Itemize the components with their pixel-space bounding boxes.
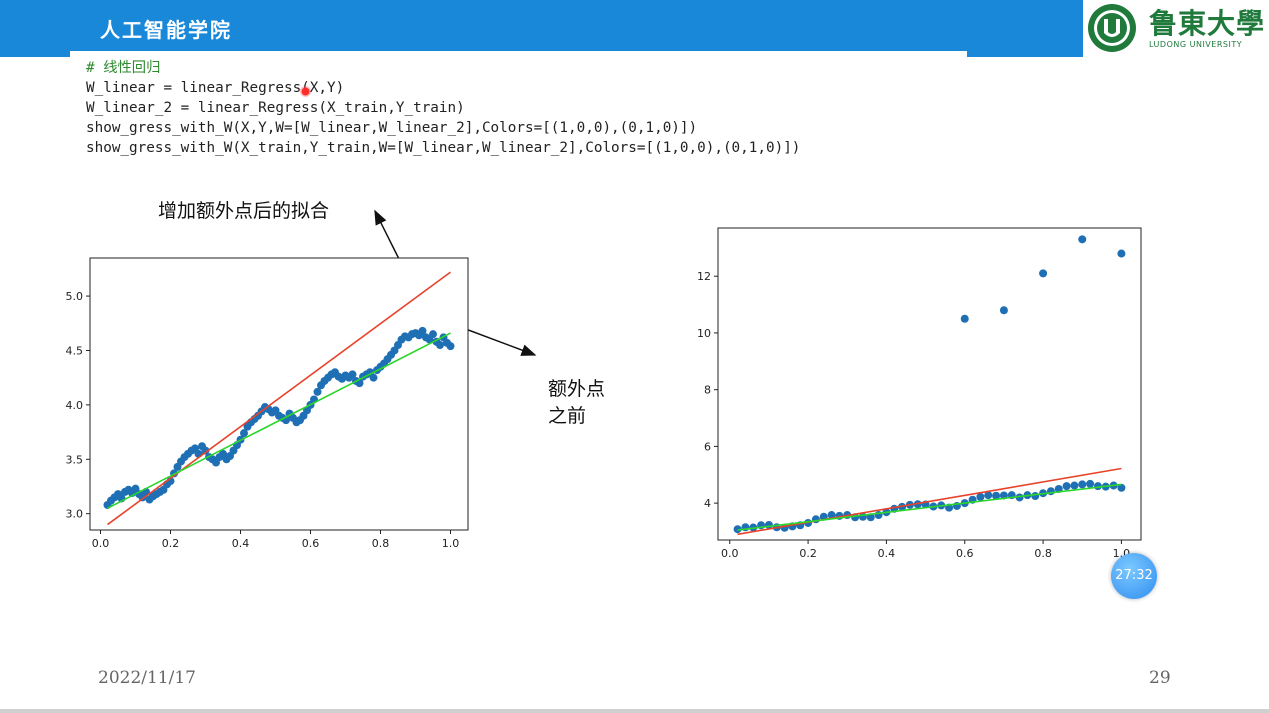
university-name: 鲁東大學 (1149, 7, 1266, 40)
fit-line (107, 271, 451, 526)
scatter-point (866, 513, 875, 522)
y-tick-label: 4 (704, 497, 711, 510)
header-title: 人工智能学院 (100, 18, 232, 42)
annotation-before-line2: 之前 (548, 405, 587, 427)
annotation-before: 额外点 之前 (548, 374, 605, 428)
scatter-point (446, 342, 455, 351)
x-tick-label: 1.0 (442, 537, 460, 550)
x-tick-label: 0.8 (1034, 547, 1052, 560)
university-name-english: LUDONG UNIVERSITY (1149, 40, 1243, 49)
fit-line (107, 332, 451, 509)
scatter-point (1086, 479, 1095, 488)
x-tick-label: 0.2 (799, 547, 817, 560)
chart-left: 0.0 0.2 0.4 0.6 0.8 1.0 3.0 3.5 4.0 4.5 5.0 (66, 257, 469, 550)
scatter-point (201, 446, 210, 455)
fit-line (737, 483, 1122, 531)
annotation-after: 增加额外点后的拟合 (158, 200, 330, 222)
scatter-point (913, 500, 922, 509)
header-divider (70, 51, 967, 58)
x-tick-label: 0.6 (302, 537, 320, 550)
scatter-point (1117, 249, 1126, 258)
x-tick-label: 0.2 (162, 537, 180, 550)
scatter-point (1070, 481, 1079, 490)
scatter-point (1062, 482, 1071, 491)
university-seal-icon (1088, 4, 1136, 52)
scatter-point (1039, 269, 1048, 278)
scatter-point (1117, 483, 1126, 492)
y-tick-label: 3.0 (66, 508, 84, 521)
scatter-point (1078, 480, 1087, 489)
code-line-comment: # 线性回归 (86, 60, 161, 76)
scatter-point (1031, 492, 1040, 501)
scatter-point (313, 387, 322, 396)
scatter-point (984, 491, 993, 500)
scatter-point (733, 525, 742, 534)
y-tick-label: 10 (697, 327, 711, 340)
scatter-point (999, 306, 1008, 315)
scatter-point (418, 326, 427, 335)
code-block: # 线性回归 W_linear = linear_Regress(X,Y) W_li… (86, 58, 800, 158)
code-line: W_linear = linear_Regress(X,Y) (86, 80, 345, 96)
scatter-point (1046, 487, 1055, 496)
y-tick-label: 5.0 (66, 290, 84, 303)
scatter-point (976, 492, 985, 501)
recording-timer[interactable]: 27:32 (1111, 553, 1157, 599)
y-tick-label: 12 (697, 270, 711, 283)
code-line: W_linear_2 = linear_Regress(X_train,Y_tr… (86, 100, 465, 116)
code-line: show_gress_with_W(X,Y,W=[W_linear,W_line… (86, 120, 698, 136)
scatter-point (348, 370, 357, 379)
annotation-before-line1: 额外点 (548, 378, 606, 400)
y-tick-label: 4.0 (66, 399, 84, 412)
slide-date: 2022/11/17 (98, 668, 196, 688)
x-tick-label: 0.6 (956, 547, 974, 560)
scatter-point (436, 341, 444, 350)
x-tick-label: 0.8 (372, 537, 390, 550)
code-line: show_gress_with_W(X_train,Y_train,W=[W_l… (86, 140, 801, 156)
y-tick-label: 3.5 (66, 453, 84, 466)
x-tick-label: 0.4 (878, 547, 896, 560)
fit-line (737, 467, 1122, 536)
scatter-point (1015, 493, 1024, 502)
scatter-point (369, 373, 378, 382)
y-tick-label: 6 (704, 440, 711, 453)
x-tick-label: 0.0 (92, 537, 110, 550)
scatter-point (1078, 235, 1087, 244)
plot-frame (717, 227, 1142, 541)
header-bar: 人工智能学院 (0, 0, 1269, 57)
laser-pointer (300, 86, 311, 97)
x-tick-label: 0.4 (232, 537, 250, 550)
page-number: 29 (1149, 668, 1171, 688)
scatter-point (992, 491, 1001, 500)
y-tick-label: 4.5 (66, 344, 84, 357)
scatter-point (960, 314, 969, 323)
y-tick-label: 8 (704, 384, 711, 397)
x-tick-label: 0.0 (721, 547, 739, 560)
scatter-point (429, 330, 437, 339)
bottom-edge (0, 709, 1269, 713)
university-logo: 鲁東大學 LUDONG UNIVERSITY (1083, 0, 1269, 57)
scatter-point (827, 511, 836, 520)
scatter-point (240, 429, 248, 438)
